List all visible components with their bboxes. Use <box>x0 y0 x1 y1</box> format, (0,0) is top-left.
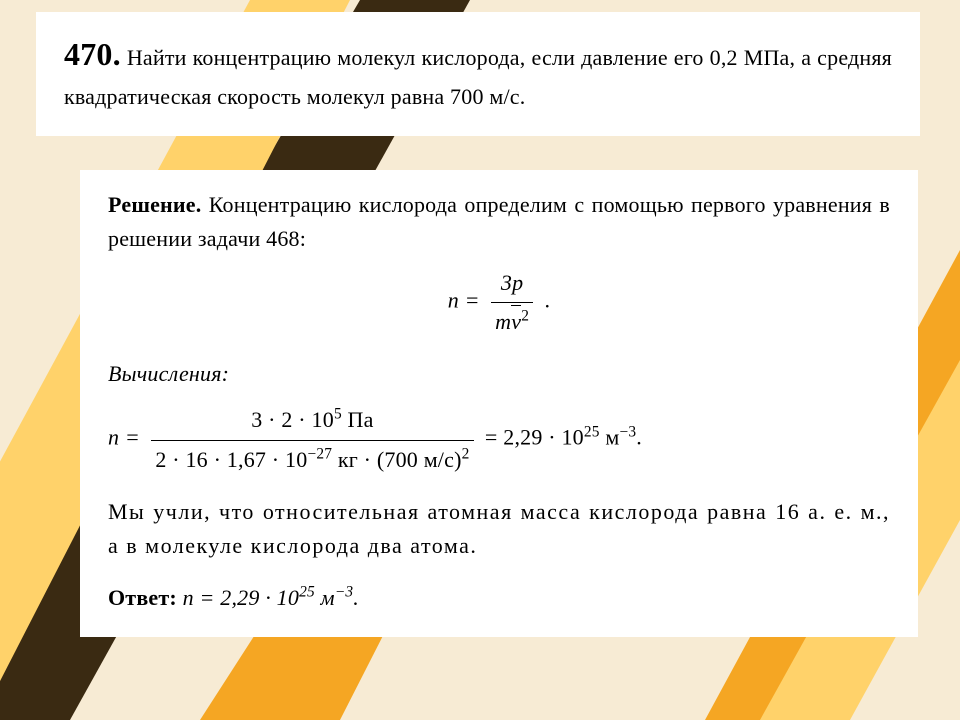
calculations-label: Вычисления: <box>108 357 890 391</box>
solution-intro: Решение. Концентрацию кислорода определи… <box>108 188 890 256</box>
calc-rhs-exp: 25 <box>584 424 600 441</box>
calc-num-unit: Па <box>342 407 374 432</box>
calc-rhs-unit-exp: −3 <box>620 424 637 441</box>
calculation-equation: n = 3 · 2 · 105 Па 2 · 16 · 1,67 · 10−27… <box>108 403 890 476</box>
formula-den-v: v <box>511 309 521 334</box>
formula-den-exp: 2 <box>521 308 529 325</box>
formula-equation: n = 3p mv2 . <box>108 266 890 339</box>
answer-label: Ответ: <box>108 585 177 610</box>
answer-unit-exp: −3 <box>335 584 353 601</box>
solution-card: Решение. Концентрацию кислорода определи… <box>80 170 918 637</box>
problem-statement: 470. Найти концентрацию молекул кислород… <box>64 30 892 114</box>
solution-label: Решение. <box>108 192 201 217</box>
problem-text: Найти концентрацию молекул кислорода, ес… <box>64 45 892 109</box>
calc-rhs-unit: м <box>600 425 620 450</box>
formula-fraction: 3p mv2 <box>491 266 533 339</box>
calc-den: 2 · 16 · 1,67 · 10 <box>155 447 307 472</box>
answer-text: n = 2,29 · 10 <box>183 585 299 610</box>
answer-exp: 25 <box>299 584 315 601</box>
calc-den-exp2: 2 <box>462 445 470 462</box>
answer-unit: м <box>315 585 335 610</box>
formula-lhs: n = <box>448 288 480 313</box>
answer-expression: n = 2,29 · 1025 м−3. <box>183 585 359 610</box>
calc-rhs: = 2,29 · 10 <box>479 425 584 450</box>
answer-line: Ответ: n = 2,29 · 1025 м−3. <box>108 581 890 615</box>
formula-tail: . <box>539 288 550 313</box>
formula-numerator: 3p <box>501 270 523 295</box>
calc-lhs: n = <box>108 425 140 450</box>
calc-fraction: 3 · 2 · 105 Па 2 · 16 · 1,67 · 10−27 кг … <box>151 403 473 476</box>
problem-statement-card: 470. Найти концентрацию молекул кислород… <box>36 12 920 136</box>
calc-den-tail: кг · (700 м/с) <box>332 447 462 472</box>
calc-num: 3 · 2 · 10 <box>251 407 334 432</box>
calc-den-exp: −27 <box>307 445 332 462</box>
calc-num-exp: 5 <box>334 406 342 423</box>
formula-den-m: m <box>495 309 511 334</box>
solution-intro-text: Концентрацию кислорода определим с помощ… <box>108 192 890 251</box>
problem-number: 470. <box>64 36 121 72</box>
calc-tail: . <box>636 425 642 450</box>
answer-tail: . <box>353 585 359 610</box>
solution-note: Мы учли, что относительная атомная масса… <box>108 495 890 563</box>
